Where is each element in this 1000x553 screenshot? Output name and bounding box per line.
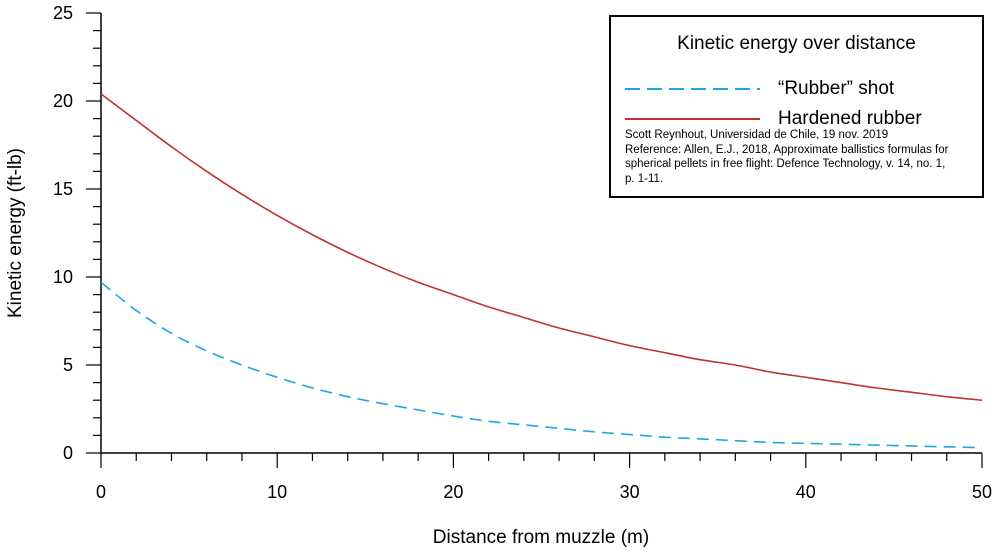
axes: 0 10 20 30 40 50 0 5 10 15 20 25: [53, 3, 992, 502]
legend-label-hardened-rubber: Hardened rubber: [778, 108, 922, 129]
legend-item-hardened-rubber: Hardened rubber: [625, 108, 975, 130]
x-tick-label: 10: [267, 482, 287, 502]
y-tick-label: 25: [53, 3, 73, 23]
y-tick-label: 10: [53, 267, 73, 287]
series-line-hardened-rubber: [100, 93, 983, 401]
legend-title: Kinetic energy over distance: [677, 33, 916, 54]
y-tick-label: 5: [63, 355, 73, 375]
x-tick-label: 50: [972, 482, 992, 502]
legend-annotation: Scott Reynhout, Universidad de Chile, 19…: [625, 128, 977, 186]
annotation-line: Reference: Allen, E.J., 2018, Approximat…: [625, 143, 949, 156]
series-line-rubber-shot: [100, 281, 983, 449]
legend-label-rubber-shot: “Rubber” shot: [778, 78, 895, 99]
x-tick-label: 40: [796, 482, 816, 502]
y-tick-label: 0: [63, 443, 73, 463]
y-tick-label: 20: [53, 91, 73, 111]
series-layer: [100, 93, 983, 449]
legend-swatch-dashed: [625, 88, 760, 90]
y-tick-label: 15: [53, 179, 73, 199]
y-axis-title: Kinetic energy (ft-lb): [5, 148, 26, 318]
annotation-line: spherical pellets in free flight: Defenc…: [625, 158, 946, 170]
x-tick-label: 30: [620, 482, 640, 502]
x-axis-title: Distance from muzzle (m): [433, 527, 649, 548]
x-tick-label: 0: [96, 482, 106, 502]
legend-item-rubber-shot: “Rubber” shot: [625, 78, 975, 100]
x-tick-label: 20: [443, 482, 463, 502]
legend: Kinetic energy over distance “Rubber” sh…: [609, 15, 984, 198]
annotation-line: p. 1-11.: [625, 172, 664, 185]
legend-swatch-solid: [625, 118, 760, 120]
annotation-line: Scott Reynhout, Universidad de Chile, 19…: [625, 129, 889, 141]
